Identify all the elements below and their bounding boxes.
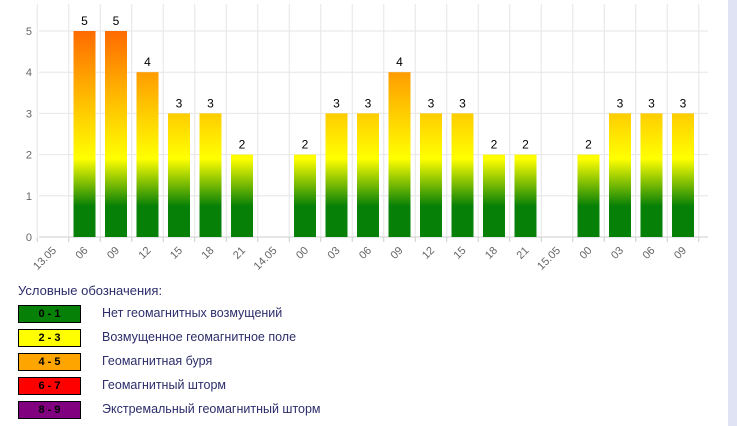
bars [73,31,694,237]
bar-value-label: 3 [428,96,435,110]
legend-swatch: 6 - 7 [18,377,81,395]
bar-value-label: 3 [333,96,340,110]
legend-swatch: 4 - 5 [18,353,81,371]
legend-title: Условные обозначения: [18,283,163,298]
y-tick-label: 0 [26,232,32,244]
y-tick-label: 1 [26,191,32,203]
x-tick-label: 09 [388,245,405,262]
x-tick-label: 00 [577,245,594,262]
legend-label: Экстремальный геомагнитный шторм [102,402,321,416]
x-tick-label: 12 [136,245,153,262]
bar [73,31,96,237]
y-tick-label: 5 [26,26,32,38]
scrollbar[interactable] [728,0,737,426]
x-tick-label: 00 [294,245,311,262]
x-tick-label: 06 [357,245,374,262]
bar [514,154,537,237]
bar-value-label: 3 [680,96,687,110]
x-tick-label: 21 [231,245,248,262]
bar-value-label: 3 [176,96,183,110]
bar-value-label: 3 [459,96,466,110]
x-tick-label: 15 [168,245,185,262]
bar [231,154,253,237]
bar-value-label: 5 [113,14,120,28]
legend-swatch: 2 - 3 [18,329,81,347]
x-tick-label: 18 [199,245,216,262]
x-tick-label: 03 [609,245,626,262]
bar-value-label: 2 [585,138,592,152]
bar [199,113,222,237]
x-tick-label: 21 [514,245,531,262]
legend-swatch: 0 - 1 [18,305,81,323]
bar-value-label: 5 [81,14,88,28]
x-tick-label: 15 [451,245,468,262]
bar [640,113,663,237]
legend-label: Геомагнитный шторм [102,378,227,392]
x-tick-label: 15.05 [535,245,563,273]
legend-label: Геомагнитная буря [102,354,213,368]
x-axis-labels: 13.05 06 09 12 15 18 21 14.05 00 03 06 09 12 15 18 21 15… [31,245,689,273]
x-tick-label: 09 [105,245,122,262]
bar-value-label: 4 [144,55,151,69]
bar [136,72,159,237]
y-tick-label: 2 [26,150,32,162]
bar-value-label: 2 [522,138,529,152]
legend-label: Возмущенное геомагнитное поле [102,330,297,344]
bar [105,31,127,237]
bar-value-label: 2 [302,138,309,152]
bar [388,72,411,237]
x-tick-label: 12 [420,245,437,262]
x-tick-label: 14.05 [252,245,280,273]
x-tick-label: 06 [640,245,657,262]
bar-value-label: 3 [617,96,624,110]
x-tick-label: 03 [325,245,342,262]
y-tick-label: 3 [26,108,32,120]
bar [420,113,442,237]
legend-item: 6 - 7 Геомагнитный шторм [18,377,418,395]
y-axis-labels: 0 1 2 3 4 5 [26,26,32,244]
legend-item: 8 - 9 Экстремальный геомагнитный шторм [18,401,418,419]
x-tick-label: 09 [672,245,689,262]
y-tick-label: 4 [26,67,32,79]
bar-value-label: 3 [648,96,655,110]
bar [168,113,190,237]
value-labels: 5 5 4 3 3 2 2 3 3 4 3 3 2 2 2 3 3 3 [81,14,687,152]
bar [325,113,348,237]
legend-item: 2 - 3 Возмущенное геомагнитное поле [18,329,418,347]
bar-value-label: 3 [207,96,214,110]
bar [483,154,505,237]
bar [294,154,316,237]
bar [357,113,379,237]
legend-item: 0 - 1 Нет геомагнитных возмущений [18,305,418,323]
bar [451,113,474,237]
grid-lines [36,4,708,242]
bar-value-label: 4 [396,55,403,69]
legend-label: Нет геомагнитных возмущений [102,306,283,320]
bar [672,113,694,237]
x-tick-label: 06 [73,245,90,262]
bar-value-label: 2 [491,138,498,152]
bar [577,154,600,237]
x-tick-label: 18 [483,245,500,262]
bar [609,113,631,237]
legend-item: 4 - 5 Геомагнитная буря [18,353,418,371]
x-tick-label: 13.05 [31,245,59,273]
legend-swatch: 8 - 9 [18,401,81,419]
bar-value-label: 3 [365,96,372,110]
bar-value-label: 2 [239,138,246,152]
